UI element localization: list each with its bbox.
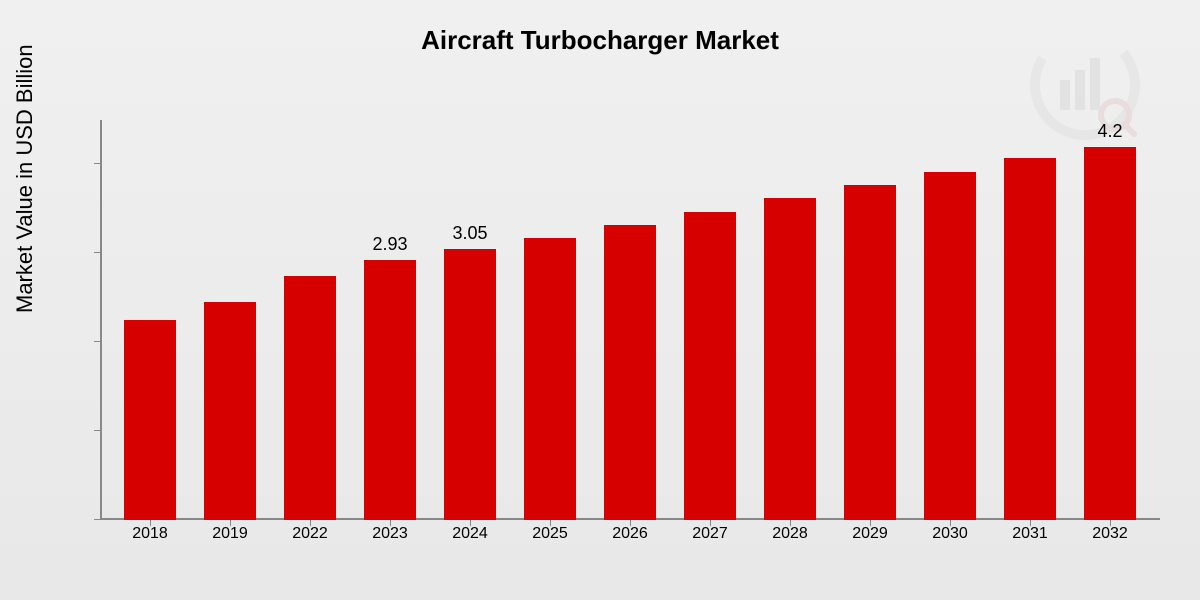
bar [444, 249, 496, 520]
bar [764, 198, 816, 520]
x-axis-tick-label: 2023 [350, 525, 430, 543]
bars-container: 2.933.054.2 [100, 120, 1160, 520]
x-axis-tick-label: 2028 [750, 525, 830, 543]
bar [364, 260, 416, 520]
bar-group [590, 225, 670, 520]
bar-value-label: 2.93 [372, 234, 407, 255]
bar-group [270, 276, 350, 520]
bar-group: 3.05 [430, 249, 510, 520]
y-tick [94, 430, 100, 431]
bar-group [670, 212, 750, 520]
bar [684, 212, 736, 520]
y-tick [94, 341, 100, 342]
y-tick [94, 163, 100, 164]
bar [924, 172, 976, 520]
y-axis-label: Market Value in USD Billion [12, 44, 38, 313]
chart-title: Aircraft Turbocharger Market [0, 0, 1200, 56]
x-axis-tick-label: 2029 [830, 525, 910, 543]
y-tick [94, 519, 100, 520]
bar [1004, 158, 1056, 520]
chart-area: 2.933.054.2 [100, 120, 1160, 520]
bar-group: 4.2 [1070, 147, 1150, 520]
x-axis-tick-label: 2018 [110, 525, 190, 543]
y-tick [94, 252, 100, 253]
x-axis-tick-label: 2031 [990, 525, 1070, 543]
x-axis-tick-label: 2027 [670, 525, 750, 543]
x-axis-tick-label: 2022 [270, 525, 350, 543]
bar-group [750, 198, 830, 520]
bar-group [910, 172, 990, 520]
bar [1084, 147, 1136, 520]
bar [524, 238, 576, 520]
bar [844, 185, 896, 520]
bar [284, 276, 336, 520]
x-labels-row: 2018201920222023202420252026202720282029… [100, 525, 1160, 543]
bar [204, 302, 256, 520]
x-axis-tick-label: 2019 [190, 525, 270, 543]
x-axis-tick-label: 2025 [510, 525, 590, 543]
bar-value-label: 4.2 [1097, 121, 1122, 142]
x-axis-tick-label: 2030 [910, 525, 990, 543]
bar [124, 320, 176, 520]
bar-group [990, 158, 1070, 520]
bar-value-label: 3.05 [452, 223, 487, 244]
x-axis-tick-label: 2032 [1070, 525, 1150, 543]
x-axis-tick-label: 2026 [590, 525, 670, 543]
bar-group: 2.93 [350, 260, 430, 520]
bar-group [110, 320, 190, 520]
bar-group [190, 302, 270, 520]
bar-group [510, 238, 590, 520]
bar [604, 225, 656, 520]
x-axis-tick-label: 2024 [430, 525, 510, 543]
bar-group [830, 185, 910, 520]
